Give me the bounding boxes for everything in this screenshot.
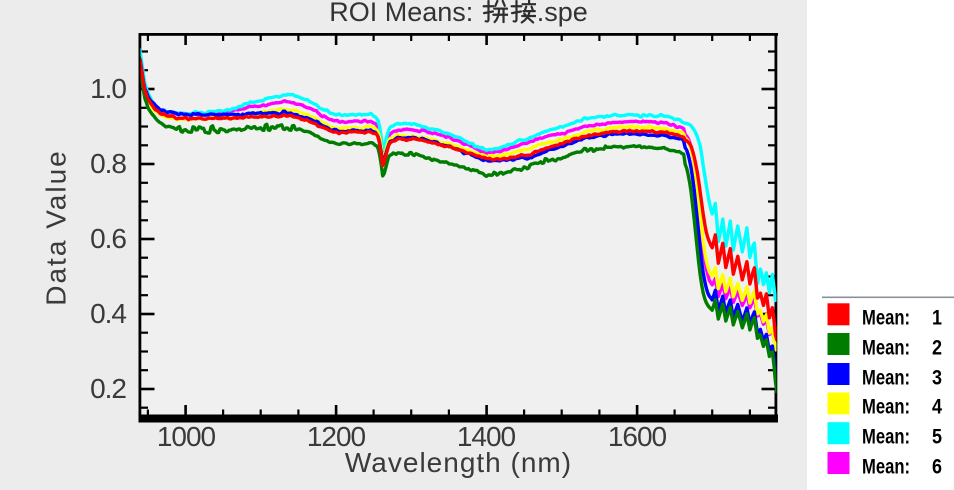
svg-text:6: 6 — [932, 454, 942, 478]
svg-text:Mean:: Mean: — [862, 335, 910, 359]
svg-text:4: 4 — [932, 395, 942, 419]
svg-text:5: 5 — [932, 425, 942, 449]
svg-text:2: 2 — [932, 335, 942, 359]
svg-text:Mean:: Mean: — [862, 425, 910, 449]
svg-text:Mean:: Mean: — [862, 365, 910, 389]
svg-text:Mean:: Mean: — [862, 306, 910, 330]
svg-text:Mean:: Mean: — [862, 454, 910, 478]
svg-text:Mean:: Mean: — [862, 395, 910, 419]
svg-text:1: 1 — [932, 306, 942, 330]
svg-text:3: 3 — [932, 365, 942, 389]
